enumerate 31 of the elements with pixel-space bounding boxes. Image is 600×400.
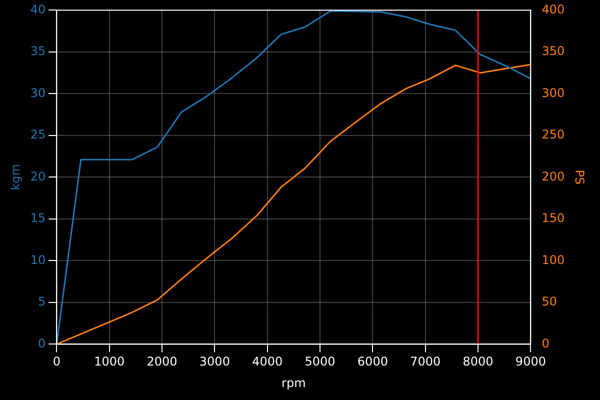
y-tick-label: 15 [30, 211, 46, 226]
y-axis-title: kgm [8, 164, 22, 190]
y2-tick-label: 350 [542, 44, 565, 58]
x-axis-title: rpm [282, 376, 306, 390]
y2-tick-label: 400 [542, 2, 565, 16]
x-tick-label: 6000 [357, 354, 388, 369]
x-tick-label: 8000 [462, 354, 494, 369]
x-tick-label: 3000 [199, 354, 230, 369]
y2-tick-label: 300 [542, 86, 565, 100]
x-tick-label: 2000 [146, 354, 178, 369]
y2-tick-label: 150 [542, 211, 565, 226]
y-tick-label: 10 [30, 252, 46, 267]
y-tick-label: 25 [30, 128, 46, 142]
y-tick-label: 5 [38, 294, 46, 309]
y2-tick-label: 100 [542, 252, 565, 267]
x-tick-label: 7000 [410, 354, 441, 369]
y-tick-label: 40 [30, 2, 46, 16]
y-tick-label: 20 [30, 169, 46, 184]
y-tick-label: 35 [30, 44, 46, 58]
x-tick-label: 1000 [94, 354, 125, 369]
y2-tick-label: 200 [542, 169, 565, 184]
x-tick-label: 9000 [515, 354, 546, 369]
y-tick-label: 30 [30, 86, 46, 100]
x-tick-label: 4000 [252, 354, 283, 369]
y2-axis-title: PS [572, 170, 587, 185]
y2-tick-label: 0 [542, 336, 550, 350]
x-tick-label: 0 [52, 354, 60, 369]
y-tick-label: 0 [38, 336, 46, 350]
x-tick-label: 5000 [304, 354, 336, 369]
y2-tick-label: 50 [542, 294, 557, 309]
y2-tick-label: 250 [542, 128, 565, 142]
